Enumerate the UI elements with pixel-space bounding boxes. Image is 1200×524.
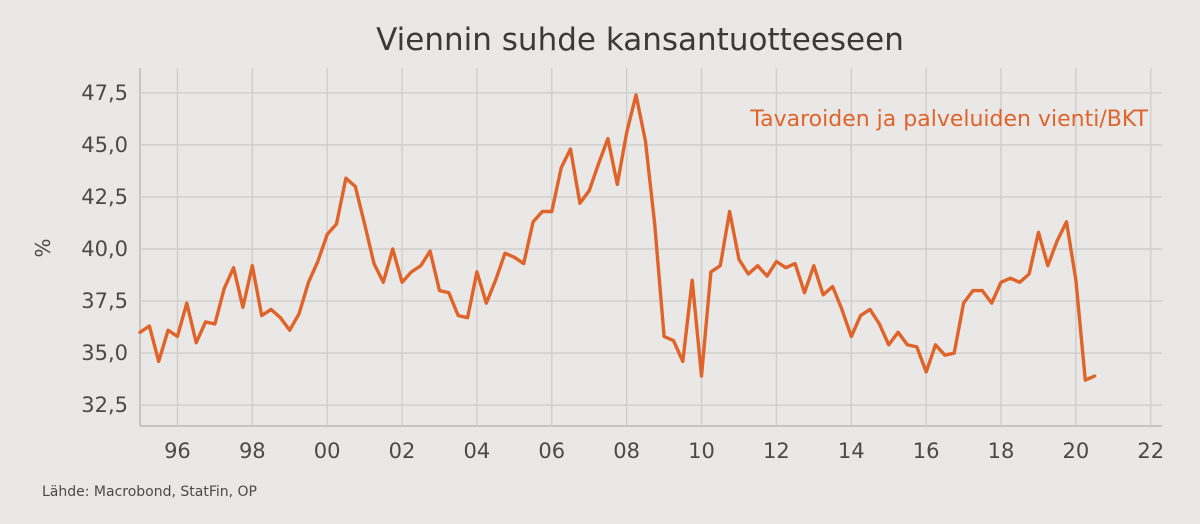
x-tick-label: 06: [538, 439, 565, 463]
y-tick-label: 42,5: [81, 185, 128, 209]
x-tick-label: 02: [389, 439, 416, 463]
y-tick-label: 47,5: [81, 81, 128, 105]
y-tick-label: 45,0: [81, 133, 128, 157]
y-tick-label: 32,5: [81, 393, 128, 417]
y-tick-label: 40,0: [81, 237, 128, 261]
x-tick-label: 98: [239, 439, 266, 463]
x-tick-label: 12: [763, 439, 790, 463]
x-tick-label: 20: [1063, 439, 1090, 463]
x-tick-label: 10: [688, 439, 715, 463]
y-axis-ticks: 32,5 35,0 37,5 40,0 42,5 45,0 47,5: [81, 81, 128, 417]
x-tick-label: 18: [988, 439, 1015, 463]
series-label: Tavaroiden ja palveluiden vienti/BKT: [749, 107, 1148, 132]
grid-lines: [139, 68, 1162, 427]
y-tick-label: 35,0: [81, 341, 128, 365]
x-tick-label: 22: [1137, 439, 1164, 463]
x-tick-label: 96: [164, 439, 191, 463]
source-note: Lähde: Macrobond, StatFin, OP: [42, 484, 257, 500]
x-tick-label: 00: [314, 439, 341, 463]
x-tick-label: 14: [838, 439, 865, 463]
y-axis-label: %: [31, 238, 55, 257]
x-tick-label: 08: [613, 439, 640, 463]
chart-title: Viennin suhde kansantuotteeseen: [376, 22, 904, 58]
x-tick-label: 04: [464, 439, 491, 463]
x-tick-label: 16: [913, 439, 940, 463]
series-line-vienti-bkt: [138, 93, 1097, 382]
x-axis-ticks: 96 98 00 02 04 06 08 10 12 14 16 18 20 22: [164, 439, 1164, 463]
y-tick-label: 37,5: [81, 289, 128, 313]
